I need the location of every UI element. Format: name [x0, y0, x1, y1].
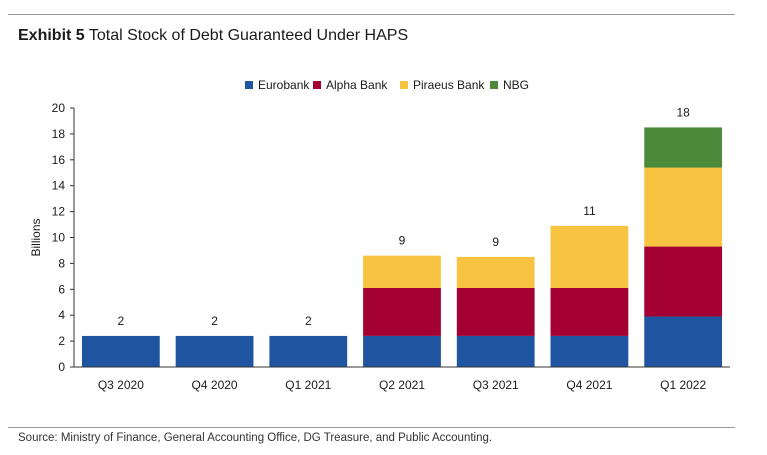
- bar-q2-2021-piraeus-bank: [363, 255, 441, 289]
- bar-q3-2021-alpha-bank: [456, 288, 535, 336]
- legend-swatch-alpha-bank: [313, 81, 321, 89]
- bar-q1-2022-nbg: [644, 127, 723, 168]
- total-label-q1-2021: 2: [305, 314, 312, 328]
- bar-q1-2022-piraeus-bank: [644, 167, 723, 247]
- y-tick-label-2: 2: [58, 334, 65, 348]
- y-tick-label-4: 4: [58, 308, 65, 322]
- legend-swatch-nbg: [490, 81, 498, 89]
- exhibit-label: Exhibit 5: [18, 27, 85, 44]
- exhibit-title: Exhibit 5 Total Stock of Debt Guaranteed…: [18, 27, 408, 45]
- bar-q4-2020-eurobank: [175, 335, 254, 367]
- bar-q4-2021-eurobank: [550, 335, 629, 367]
- total-label-q4-2020: 2: [211, 314, 218, 328]
- bar-q2-2021-eurobank: [363, 335, 441, 367]
- y-tick-label-6: 6: [58, 282, 65, 296]
- exhibit-title-text: Total Stock of Debt Guaranteed Under HAP…: [88, 27, 409, 44]
- x-tick-label-q3-2021: Q3 2021: [473, 378, 519, 392]
- y-tick-label-12: 12: [52, 205, 66, 219]
- total-label-q1-2022: 18: [676, 105, 690, 119]
- total-label-q3-2021: 9: [492, 235, 499, 249]
- y-axis-title: Billions: [29, 218, 43, 256]
- legend-label-alpha-bank: Alpha Bank: [326, 78, 388, 92]
- bar-q1-2022-alpha-bank: [644, 246, 723, 317]
- legend-label-eurobank: Eurobank: [258, 78, 310, 92]
- bar-q3-2021-piraeus-bank: [456, 256, 535, 289]
- y-tick-label-0: 0: [58, 360, 65, 374]
- x-axis: Q3 2020 Q4 2020 Q1 2021 Q2 2021 Q3 2021 Q4 20…: [74, 366, 730, 392]
- legend-swatch-piraeus-bank: [400, 81, 408, 89]
- x-tick-label-q4-2021: Q4 2021: [566, 378, 612, 392]
- y-tick-label-8: 8: [58, 256, 65, 270]
- legend-label-nbg: NBG: [503, 78, 529, 92]
- bar-q4-2021-piraeus-bank: [550, 225, 629, 289]
- y-tick-label-20: 20: [52, 101, 66, 115]
- x-tick-label-q2-2021: Q2 2021: [379, 378, 425, 392]
- bar-q3-2021-eurobank: [456, 335, 535, 367]
- y-tick-label-16: 16: [52, 153, 66, 167]
- bar-q3-2020-eurobank: [81, 335, 160, 367]
- bar-q2-2021-alpha-bank: [363, 288, 441, 336]
- x-tick-label-q3-2020: Q3 2020: [98, 378, 144, 392]
- source-note: Source: Ministry of Finance, General Acc…: [18, 432, 493, 444]
- bar-q1-2022-eurobank: [644, 316, 723, 367]
- bottom-rule: [8, 427, 735, 428]
- x-tick-label-q1-2022: Q1 2022: [660, 378, 706, 392]
- y-tick-label-18: 18: [52, 127, 66, 141]
- y-tick-label-14: 14: [52, 179, 66, 193]
- bars: [81, 127, 723, 367]
- total-label-q4-2021: 11: [583, 204, 596, 218]
- y-tick-label-10: 10: [52, 231, 66, 245]
- bar-q4-2021-alpha-bank: [550, 288, 629, 336]
- legend-label-piraeus-bank: Piraeus Bank: [413, 78, 485, 92]
- total-labels: 2 2 2 9 9 11 18: [118, 105, 691, 327]
- top-rule: [8, 14, 735, 15]
- x-tick-label-q4-2020: Q4 2020: [192, 378, 238, 392]
- y-axis: 0 2 4 6 8 10 12 14 16 18 20 Billions: [29, 101, 75, 374]
- total-label-q2-2021: 9: [399, 234, 406, 248]
- legend-swatch-eurobank: [245, 81, 253, 89]
- total-label-q3-2020: 2: [118, 314, 125, 328]
- legend: Eurobank Alpha Bank Piraeus Bank NBG: [245, 78, 529, 92]
- x-tick-label-q1-2021: Q1 2021: [285, 378, 331, 392]
- bar-q1-2021-eurobank: [269, 335, 348, 367]
